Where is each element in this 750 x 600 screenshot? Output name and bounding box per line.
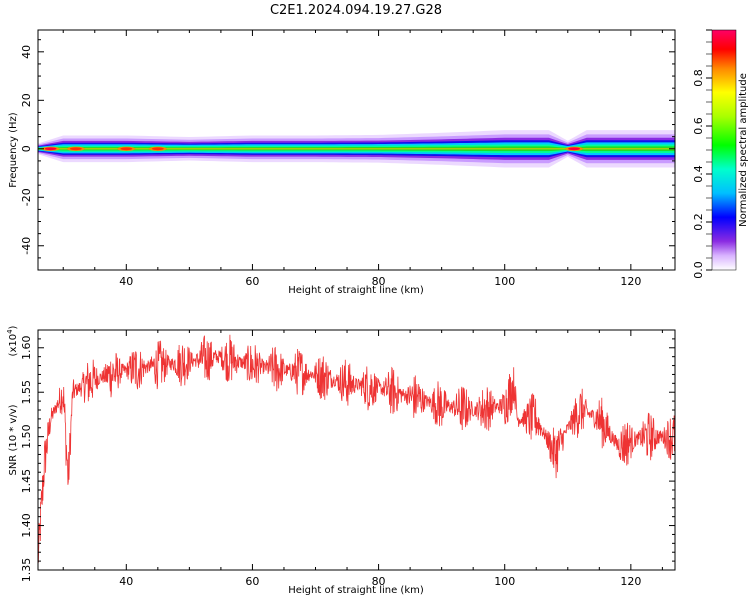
- snr-frame: [37, 329, 676, 571]
- spectrogram-ytick-label: 40: [20, 45, 33, 59]
- colorbar-tick-label: 0.0: [692, 261, 705, 279]
- snr-ytick-label: 1.55: [20, 380, 33, 405]
- snr-xtick-label: 120: [620, 575, 641, 588]
- spectrogram-xtick-label: 100: [494, 275, 515, 288]
- snr-xtick-label: 80: [372, 575, 386, 588]
- spectrogram-xtick-label: 80: [372, 275, 386, 288]
- spectrogram-ytick-label: 0: [20, 145, 33, 152]
- snr-x-ticks: 40 60 80 100 120: [62, 330, 663, 588]
- colorbar-tick-label: 0.8: [692, 69, 705, 87]
- colorbar-label: Normalized spectral amplitude: [738, 73, 749, 227]
- snr-ytick-label: 1.40: [20, 513, 33, 538]
- colorbar: 0.0 0.2 0.4 0.6 0.8 Normalized spectral ampl…: [692, 29, 749, 279]
- spectrogram-xtick-label: 120: [620, 275, 641, 288]
- colorbar-tick-label: 0.4: [692, 165, 705, 183]
- spectrogram-hotspot-core: [151, 147, 164, 151]
- snr-x-label: Height of straight line (km): [288, 585, 424, 596]
- spectrogram-heatmap: [38, 130, 675, 168]
- snr-y-label: SNR (10 * v/v): [8, 404, 19, 475]
- colorbar-gradient: [711, 29, 737, 271]
- snr-xtick-label: 100: [494, 575, 515, 588]
- spectrogram-hotspot-core: [568, 147, 581, 151]
- snr-series-line: [38, 334, 675, 563]
- spectrogram-panel: 40 60 80 100 120 -40 -20 0 20 40 Height of strai…: [8, 29, 676, 296]
- spectrogram-y-label: Frequency (Hz): [8, 112, 19, 188]
- spectrogram-ytick-label: -40: [20, 237, 33, 255]
- spectrogram-frame: [37, 29, 676, 271]
- snr-ytick-label: 1.50: [20, 424, 33, 449]
- spectrogram-x-ticks: 40 60 80 100 120: [62, 30, 663, 288]
- snr-y-ticks: 1.35 1.40 1.45 1.50 1.55 1.60: [20, 329, 675, 583]
- colorbar-tick-label: 0.2: [692, 213, 705, 231]
- colorbar-tick-label: 0.6: [692, 117, 705, 135]
- snr-ytick-label: 1.45: [20, 469, 33, 494]
- spectrogram-hotspot-core: [69, 147, 82, 151]
- spectrogram-xtick-label: 40: [119, 275, 133, 288]
- snr-xtick-label: 60: [245, 575, 259, 588]
- spectrogram-x-label: Height of straight line (km): [288, 285, 424, 296]
- spectrogram-y-ticks: -40 -20 0 20 40: [20, 39, 675, 271]
- spectrogram-ytick-label: -20: [20, 188, 33, 206]
- snr-panel: 40 60 80 100 120 1.35 1.40 1.45 1.50 1.55 1.60 He…: [6, 325, 676, 596]
- snr-xtick-label: 40: [119, 575, 133, 588]
- snr-ytick-label: 1.35: [20, 558, 33, 583]
- colorbar-ticks: 0.0 0.2 0.4 0.6 0.8: [692, 29, 712, 279]
- figure-title: C2E1.2024.094.19.27.G28: [270, 3, 442, 18]
- snr-ytick-label: 1.60: [20, 336, 33, 361]
- spectrogram-hotspot-core: [44, 147, 57, 151]
- spectrogram-ytick-label: 20: [20, 93, 33, 107]
- spectrogram-xtick-label: 60: [245, 275, 259, 288]
- spectrogram-hotspot-core: [120, 147, 133, 151]
- snr-y-multiplier: (x104): [6, 325, 19, 356]
